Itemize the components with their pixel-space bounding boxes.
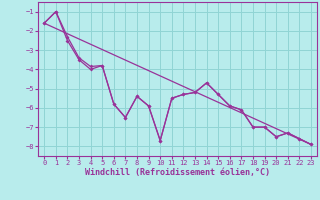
X-axis label: Windchill (Refroidissement éolien,°C): Windchill (Refroidissement éolien,°C) — [85, 168, 270, 177]
